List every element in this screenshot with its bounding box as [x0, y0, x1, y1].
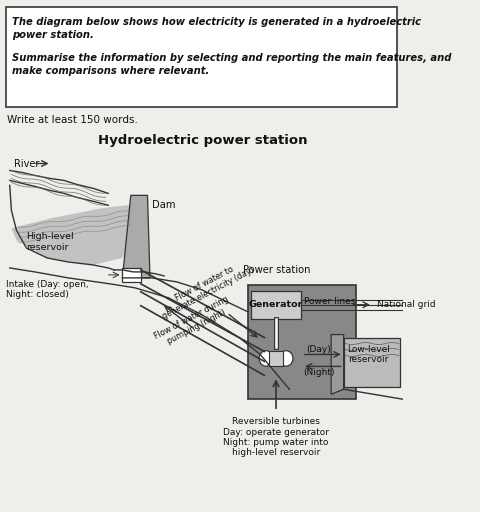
Text: Dam: Dam: [151, 200, 175, 210]
Text: Summarise the information by selecting and reporting the main features, and: Summarise the information by selecting a…: [12, 53, 451, 63]
Text: National grid: National grid: [376, 300, 435, 309]
Text: Write at least 150 words.: Write at least 150 words.: [7, 115, 138, 125]
Text: High-level
reservoir: High-level reservoir: [26, 232, 74, 251]
Text: (Night): (Night): [302, 369, 334, 377]
Ellipse shape: [259, 351, 272, 366]
Text: make comparisons where relevant.: make comparisons where relevant.: [12, 66, 209, 76]
FancyBboxPatch shape: [6, 7, 396, 107]
Polygon shape: [12, 204, 143, 265]
Text: Low-level
reservoir: Low-level reservoir: [347, 345, 389, 364]
Text: Flow of water to
generate electricity (day): Flow of water to generate electricity (d…: [156, 255, 256, 321]
Text: Intake (Day: open,
Night: closed): Intake (Day: open, Night: closed): [6, 280, 88, 300]
Bar: [122, 268, 141, 282]
Bar: [269, 351, 282, 366]
Text: River: River: [14, 159, 39, 168]
Text: Generator: Generator: [248, 300, 302, 309]
Text: Reversible turbines
Day: operate generator
Night: pump water into
high-level res: Reversible turbines Day: operate generat…: [223, 417, 328, 457]
Text: Power station: Power station: [242, 265, 310, 275]
Polygon shape: [330, 334, 343, 394]
Polygon shape: [122, 196, 150, 278]
Ellipse shape: [278, 351, 292, 366]
Bar: [247, 285, 356, 399]
Text: Hydroelectric power station: Hydroelectric power station: [97, 134, 307, 146]
Text: Power lines: Power lines: [304, 297, 355, 306]
Text: Flow of water during
pumping (night): Flow of water during pumping (night): [153, 294, 234, 350]
Text: (Day): (Day): [306, 345, 330, 353]
Text: power station.: power station.: [12, 30, 94, 40]
Bar: [251, 291, 300, 318]
Polygon shape: [343, 337, 399, 387]
Text: The diagram below shows how electricity is generated in a hydroelectric: The diagram below shows how electricity …: [12, 17, 420, 27]
